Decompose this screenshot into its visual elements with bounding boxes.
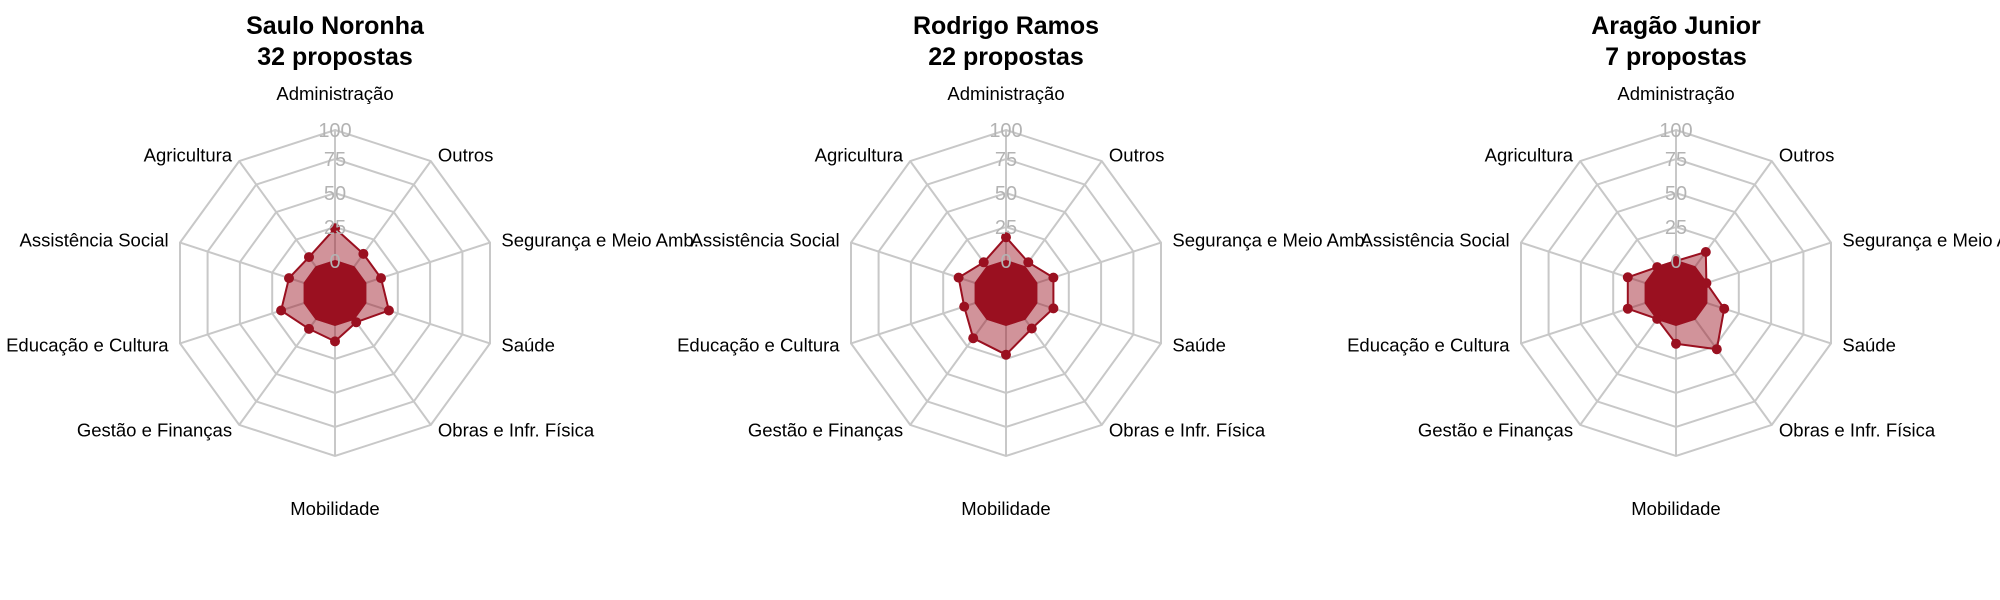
axis-category-label: Mobilidade — [961, 498, 1050, 519]
radial-tick-label: 50 — [324, 183, 346, 205]
axis-category-label: Obras e Infr. Física — [1779, 420, 1936, 441]
axis-category-label: Educação e Cultura — [1347, 335, 1510, 356]
axis-category-label: Segurança e Meio Amb. — [501, 230, 698, 251]
axis-category-label: Assistência Social — [20, 230, 169, 251]
data-point — [330, 336, 340, 346]
data-point — [959, 302, 969, 312]
axis-category-label: Outros — [1779, 145, 1835, 166]
axis-category-label: Segurança e Meio Amb. — [1172, 230, 1369, 251]
data-point — [1701, 278, 1711, 288]
chart-title: Aragão Junior — [1591, 12, 1761, 40]
chart-subtitle: 22 propostas — [928, 43, 1084, 71]
radial-tick-label: 50 — [995, 183, 1017, 205]
data-point — [968, 333, 978, 343]
data-point — [304, 252, 314, 262]
data-point — [351, 317, 361, 327]
axis-category-label: Gestão e Finanças — [77, 420, 232, 441]
data-point — [979, 257, 989, 267]
axis-category-label: Outros — [438, 145, 494, 166]
data-point — [1623, 304, 1633, 314]
radial-tick-label: 100 — [1659, 120, 1692, 142]
data-point — [384, 306, 394, 316]
data-point — [1623, 272, 1633, 282]
radar-panel-3: Aragão Junior 7 propostas 0 25 50 75 100 Admini… — [1347, 12, 2000, 519]
data-point — [276, 306, 286, 316]
data-point — [1048, 303, 1058, 313]
axis-category-label: Gestão e Finanças — [748, 420, 903, 441]
data-point — [376, 273, 386, 283]
data-point — [1712, 344, 1722, 354]
data-point — [954, 273, 964, 283]
axis-category-label: Saúde — [1172, 335, 1226, 356]
axis-category-label: Administração — [947, 83, 1064, 104]
axis-category-label: Administração — [1617, 83, 1734, 104]
axis-category-label: Outros — [1109, 145, 1165, 166]
data-point — [1023, 257, 1033, 267]
data-point — [358, 249, 368, 259]
radial-tick-label: 75 — [324, 149, 346, 171]
data-point — [304, 324, 314, 334]
axis-category-label: Agricultura — [144, 145, 233, 166]
axis-category-label: Assistência Social — [691, 230, 840, 251]
axis-category-label: Saúde — [501, 335, 555, 356]
radial-tick-label: 0 — [1670, 251, 1681, 273]
radar-panel-2: Rodrigo Ramos 22 propostas 0 25 50 75 100 Admin… — [677, 12, 1370, 519]
chart-title: Saulo Noronha — [246, 12, 425, 40]
chart-title: Rodrigo Ramos — [913, 12, 1099, 40]
axis-category-label: Gestão e Finanças — [1418, 420, 1573, 441]
data-point — [1027, 324, 1037, 334]
axis-category-label: Agricultura — [1485, 145, 1574, 166]
data-point — [1001, 350, 1011, 360]
axis-category-label: Obras e Infr. Física — [1109, 420, 1266, 441]
axis-category-label: Obras e Infr. Física — [438, 420, 595, 441]
axis-category-label: Educação e Cultura — [6, 335, 169, 356]
radial-tick-label: 100 — [318, 120, 351, 142]
axis-category-label: Mobilidade — [290, 498, 379, 519]
data-point — [1701, 247, 1711, 257]
data-point — [1719, 304, 1729, 314]
radial-tick-label: 0 — [1000, 251, 1011, 273]
radar-panel-1: Saulo Noronha 32 propostas 0 25 50 75 100 Admin… — [6, 12, 699, 519]
axis-category-label: Administração — [276, 83, 393, 104]
axis-category-label: Agricultura — [815, 145, 904, 166]
radial-tick-label: 100 — [989, 120, 1022, 142]
data-point — [1652, 314, 1662, 324]
chart-subtitle: 7 propostas — [1605, 43, 1747, 71]
axis-category-label: Assistência Social — [1361, 230, 1510, 251]
radial-tick-label: 0 — [329, 251, 340, 273]
radial-tick-label: 75 — [1665, 149, 1687, 171]
data-point — [1671, 339, 1681, 349]
data-point — [1048, 273, 1058, 283]
radial-tick-label: 25 — [995, 217, 1017, 239]
axis-category-label: Mobilidade — [1631, 498, 1720, 519]
axis-category-label: Educação e Cultura — [677, 335, 840, 356]
radial-tick-label: 25 — [324, 217, 346, 239]
radial-tick-label: 50 — [1665, 183, 1687, 205]
radial-tick-label: 25 — [1665, 217, 1687, 239]
data-point — [1652, 262, 1662, 272]
data-point — [284, 273, 294, 283]
radial-tick-label: 75 — [995, 149, 1017, 171]
axis-category-label: Segurança e Meio Amb. — [1842, 230, 2000, 251]
axis-category-label: Saúde — [1842, 335, 1896, 356]
chart-subtitle: 32 propostas — [257, 43, 413, 71]
